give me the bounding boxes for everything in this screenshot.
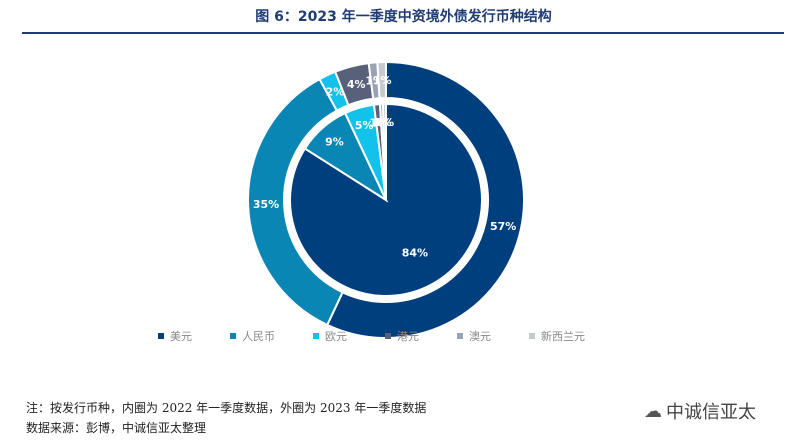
legend-item-hkd: 港元 — [385, 328, 419, 344]
legend-item-eur: 欧元 — [313, 328, 347, 344]
chart-legend: 美元 人民币 欧元 港元 澳元 新西兰元 — [158, 328, 623, 344]
outer-label-cny: 35% — [253, 198, 279, 211]
chart-note: 注：按发行币种，内圈为 2022 年一季度数据，外圈为 2023 年一季度数据 — [26, 401, 427, 415]
legend-item-aud: 澳元 — [457, 328, 491, 344]
inner-label-cny: 9% — [325, 135, 344, 148]
title-divider — [22, 32, 784, 34]
inner-slice-nzd — [381, 102, 387, 201]
legend-label-aud: 澳元 — [469, 330, 491, 343]
outer-label-usd: 57% — [490, 220, 516, 233]
legend-swatch-cny — [230, 333, 236, 339]
inner-label-nzd: 0% — [375, 116, 394, 129]
legend-label-cny: 人民币 — [242, 330, 275, 343]
outer-label-hkd: 4% — [347, 78, 366, 91]
legend-swatch-nzd — [529, 333, 535, 339]
brand-watermark: ☁ 中诚信亚太 — [644, 398, 756, 424]
legend-item-cny: 人民币 — [230, 328, 275, 344]
outer-label-eur: 2% — [326, 85, 345, 98]
inner-label-usd: 84% — [402, 247, 428, 260]
outer-slice-usd — [325, 60, 525, 339]
legend-swatch-eur — [313, 333, 319, 339]
legend-item-usd: 美元 — [158, 328, 192, 344]
outer-slice-cny — [247, 77, 344, 327]
brand-name: 中诚信亚太 — [666, 402, 756, 423]
legend-swatch-hkd — [385, 333, 391, 339]
chart-title: 图 6：2023 年一季度中资境外债发行币种结构 — [255, 9, 552, 25]
inner-label-eur: 5% — [355, 119, 374, 132]
data-source: 数据来源：彭博，中诚信亚太整理 — [26, 421, 207, 435]
outer-slice-nzd — [376, 60, 387, 100]
legend-swatch-aud — [457, 333, 463, 339]
legend-label-usd: 美元 — [170, 330, 192, 343]
legend-swatch-usd — [158, 333, 164, 339]
wechat-icon: ☁ — [644, 400, 662, 422]
legend-item-nzd: 新西兰元 — [529, 328, 585, 344]
legend-label-eur: 欧元 — [325, 330, 347, 343]
legend-label-nzd: 新西兰元 — [541, 330, 585, 343]
legend-label-hkd: 港元 — [397, 330, 419, 343]
outer-label-nzd: 1% — [373, 74, 392, 87]
